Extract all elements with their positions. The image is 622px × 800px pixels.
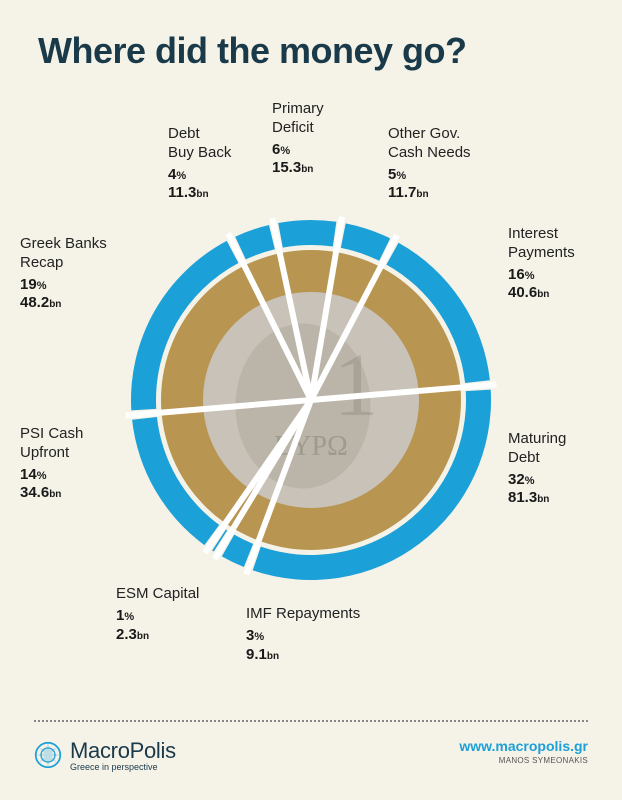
slice-name: ESM Capital	[116, 585, 199, 604]
slice-pct: 6%	[272, 141, 324, 160]
slice-label: Interest Payments 16%40.6bn	[508, 225, 575, 303]
slice-label: Maturing Debt 32%81.3bn	[508, 430, 566, 508]
slice-pct: 32%	[508, 471, 566, 490]
chart-svg: ΕΥΡΩ1	[0, 95, 622, 675]
credit: MANOS SYMEONAKIS	[459, 756, 588, 765]
slice-amount: 15.3bn	[272, 159, 324, 178]
slice-pct: 3%	[246, 627, 360, 646]
slice-pct: 1%	[116, 607, 199, 626]
divider	[34, 720, 588, 722]
page-title: Where did the money go?	[38, 30, 467, 72]
slice-pct: 16%	[508, 266, 575, 285]
site-url: www.macropolis.gr	[459, 738, 588, 754]
pie-chart: ΕΥΡΩ1 Primary Deficit 6%15.3bn Other Gov. …	[0, 95, 622, 675]
slice-label: ESM Capital 1%2.3bn	[116, 585, 199, 644]
slice-name: Primary Deficit	[272, 100, 324, 138]
footer: MacroPolis Greece in perspective www.mac…	[0, 720, 622, 800]
slice-amount: 81.3bn	[508, 489, 566, 508]
slice-name: Other Gov. Cash Needs	[388, 125, 471, 163]
slice-name: Debt Buy Back	[168, 125, 231, 163]
slice-label: Greek Banks Recap 19%48.2bn	[20, 235, 107, 313]
slice-label: Other Gov. Cash Needs 5%11.7bn	[388, 125, 471, 203]
brand-name: MacroPolis	[70, 738, 176, 764]
slice-label: Primary Deficit 6%15.3bn	[272, 100, 324, 178]
slice-name: IMF Repayments	[246, 605, 360, 624]
slice-name: Maturing Debt	[508, 430, 566, 468]
slice-pct: 5%	[388, 166, 471, 185]
slice-name: Greek Banks Recap	[20, 235, 107, 273]
slice-label: Debt Buy Back 4%11.3bn	[168, 125, 231, 203]
slice-amount: 2.3bn	[116, 626, 199, 645]
slice-amount: 11.7bn	[388, 184, 471, 203]
logo: MacroPolis Greece in perspective	[34, 738, 176, 772]
slice-amount: 9.1bn	[246, 646, 360, 665]
slice-amount: 11.3bn	[168, 184, 231, 203]
ring-slice	[278, 220, 336, 248]
svg-text:1: 1	[334, 336, 379, 435]
slice-label: PSI Cash Upfront 14%34.6bn	[20, 425, 83, 503]
slice-label: IMF Repayments 3%9.1bn	[246, 605, 360, 664]
slice-pct: 4%	[168, 166, 231, 185]
slice-pct: 14%	[20, 466, 83, 485]
slice-amount: 48.2bn	[20, 294, 107, 313]
logo-icon	[34, 741, 62, 769]
slice-name: Interest Payments	[508, 225, 575, 263]
slice-amount: 40.6bn	[508, 284, 575, 303]
slice-name: PSI Cash Upfront	[20, 425, 83, 463]
slice-pct: 19%	[20, 276, 107, 295]
slice-amount: 34.6bn	[20, 484, 83, 503]
